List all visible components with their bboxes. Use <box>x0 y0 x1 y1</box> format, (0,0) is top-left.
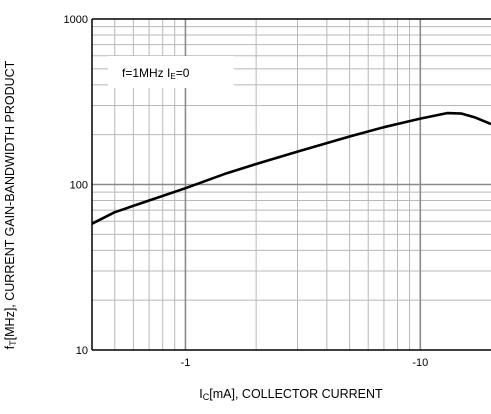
x-tick-label: -10 <box>412 357 428 369</box>
x-tick-label: -1 <box>181 357 191 369</box>
annotation-box <box>108 56 234 88</box>
y-tick-label: 100 <box>70 180 88 192</box>
series-layer <box>91 111 491 225</box>
x-axis-label: IC[mA], COLLECTOR CURRENT <box>199 387 383 402</box>
y-tick-label: 1000 <box>64 14 88 26</box>
y-tick-label: 10 <box>76 345 88 357</box>
annotation-text: f=1MHz IE=0 <box>122 66 190 81</box>
tick-labels: -1 -10 10 100 1000 <box>64 14 429 369</box>
major-gridlines <box>91 18 491 351</box>
y-axis-label: fT[MHz], CURRENT GAIN-BANDWIDTH PRODUCT <box>3 60 18 349</box>
series-line-1 <box>91 111 491 225</box>
